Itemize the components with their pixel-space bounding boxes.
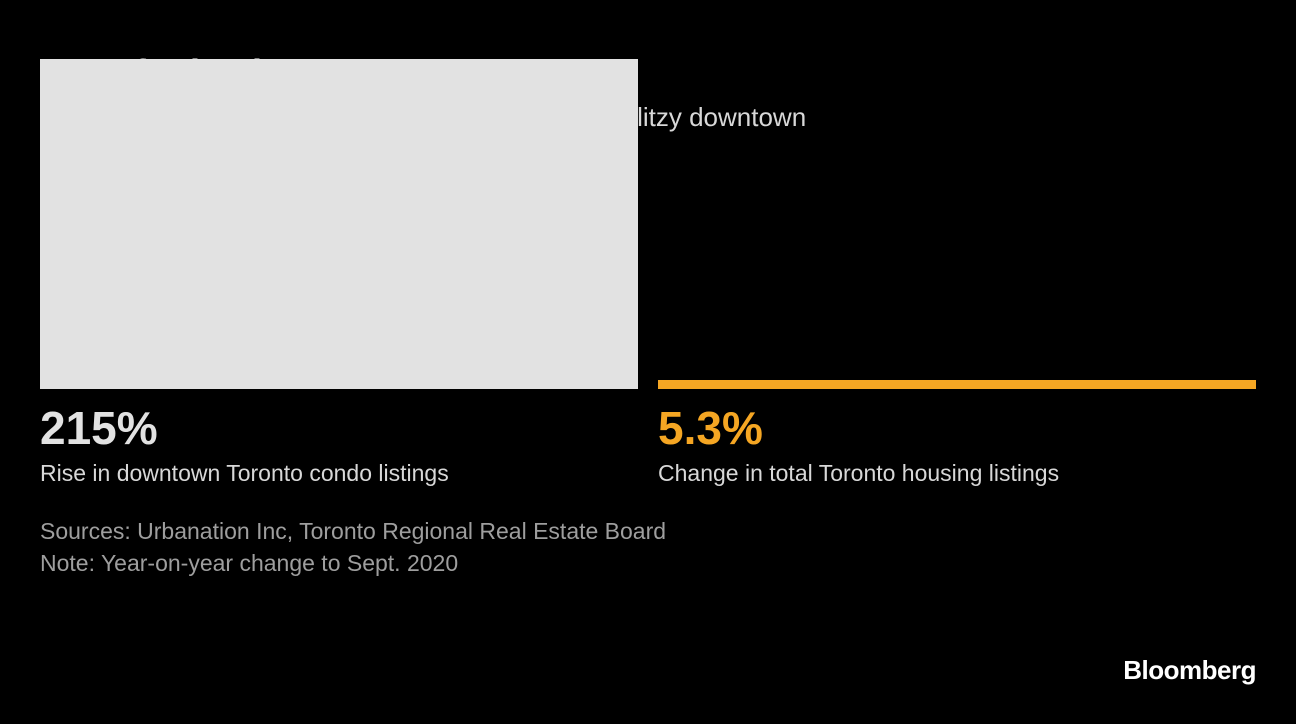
bar-downtown-condos (40, 59, 638, 389)
sources-text: Sources: Urbanation Inc, Toronto Regiona… (40, 515, 1256, 547)
chart-footer: Sources: Urbanation Inc, Toronto Regiona… (40, 515, 1256, 579)
bar-label-right: Change in total Toronto housing listings (658, 460, 1256, 487)
bar-group-left: 215% Rise in downtown Toronto condo list… (40, 59, 638, 487)
bar-total-housing (658, 380, 1256, 389)
note-text: Note: Year-on-year change to Sept. 2020 (40, 547, 1256, 579)
brand-logo: Bloomberg (1123, 655, 1256, 686)
bar-value-right: 5.3% (658, 403, 1256, 454)
bar-group-right: 5.3% Change in total Toronto housing lis… (658, 380, 1256, 487)
bar-label-left: Rise in downtown Toronto condo listings (40, 460, 638, 487)
infographic-container: Out of Whack A glut of condos for sale i… (0, 0, 1296, 579)
bar-chart: 215% Rise in downtown Toronto condo list… (40, 157, 1256, 487)
bar-value-left: 215% (40, 403, 638, 454)
